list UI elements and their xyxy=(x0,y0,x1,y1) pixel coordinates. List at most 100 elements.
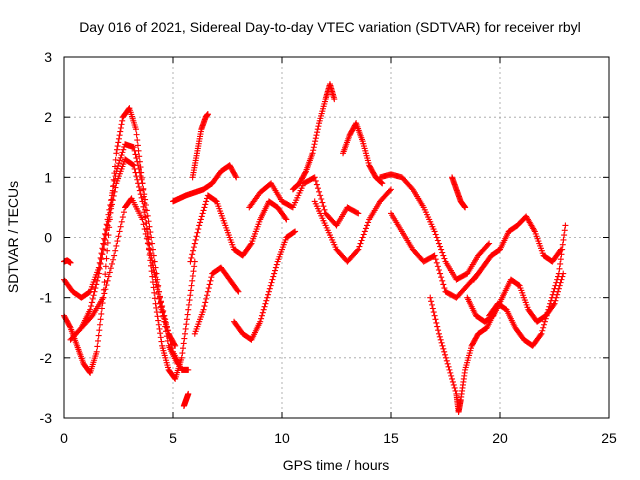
data-point xyxy=(550,301,557,308)
data-point xyxy=(98,305,105,312)
data-point xyxy=(157,303,164,310)
series-track-n xyxy=(311,186,394,265)
data-point xyxy=(316,188,323,195)
data-point xyxy=(208,274,215,281)
data-point xyxy=(258,312,265,319)
data-point xyxy=(447,369,454,376)
data-point xyxy=(140,185,147,192)
data-point xyxy=(433,319,440,326)
data-point xyxy=(434,237,441,244)
data-point xyxy=(441,255,448,262)
data-point xyxy=(386,187,393,194)
data-point xyxy=(147,247,154,254)
data-point xyxy=(110,192,117,199)
data-point xyxy=(554,273,561,280)
data-point xyxy=(194,229,201,236)
y-tick-label: 1 xyxy=(44,169,52,185)
data-point xyxy=(561,227,568,234)
data-point xyxy=(134,176,141,183)
data-point xyxy=(320,203,327,210)
y-tick-label: 3 xyxy=(44,49,52,65)
data-point xyxy=(111,252,118,259)
data-point xyxy=(91,288,98,295)
data-point xyxy=(204,292,211,299)
data-point xyxy=(435,330,442,337)
data-point xyxy=(114,143,121,150)
data-point xyxy=(191,263,198,270)
data-point xyxy=(556,265,563,272)
data-point xyxy=(354,209,361,216)
data-point xyxy=(547,300,554,307)
x-tick-label: 20 xyxy=(492,430,508,446)
data-point xyxy=(442,354,449,361)
data-point xyxy=(115,135,122,142)
data-point xyxy=(159,309,166,316)
data-point xyxy=(103,255,110,262)
data-point xyxy=(448,372,455,379)
data-point xyxy=(311,174,318,181)
data-point xyxy=(156,325,163,332)
data-point xyxy=(191,240,198,247)
data-point xyxy=(189,273,196,280)
data-point xyxy=(115,160,122,167)
data-point xyxy=(115,139,122,146)
data-point xyxy=(153,309,160,316)
data-point xyxy=(120,146,127,153)
data-point xyxy=(153,281,160,288)
data-point xyxy=(135,180,142,187)
data-point xyxy=(158,306,165,313)
data-point xyxy=(204,111,211,118)
data-point xyxy=(154,286,161,293)
data-point xyxy=(160,312,167,319)
data-point xyxy=(262,300,269,307)
data-point xyxy=(205,285,212,292)
series-track-g xyxy=(187,192,290,265)
data-point xyxy=(428,298,435,305)
data-point xyxy=(548,297,555,304)
data-point xyxy=(269,276,276,283)
data-point xyxy=(557,256,564,263)
data-point xyxy=(90,292,97,299)
data-point xyxy=(272,267,279,274)
data-point xyxy=(98,250,105,257)
data-point xyxy=(235,288,242,295)
data-point xyxy=(192,236,199,243)
data-point xyxy=(187,287,194,294)
data-point xyxy=(427,294,434,301)
data-point xyxy=(432,316,439,323)
data-point xyxy=(150,266,157,273)
data-point xyxy=(431,252,438,259)
data-point xyxy=(130,144,137,151)
data-point xyxy=(98,256,105,263)
data-point xyxy=(144,230,151,237)
data-point xyxy=(97,254,104,261)
data-point xyxy=(109,197,116,204)
data-point xyxy=(189,277,196,284)
data-point xyxy=(261,303,268,310)
y-tick-label: -1 xyxy=(40,290,53,306)
data-point xyxy=(266,285,273,292)
data-point xyxy=(312,177,319,184)
data-point xyxy=(282,215,289,222)
data-point xyxy=(93,348,100,355)
data-point xyxy=(101,230,108,237)
data-point xyxy=(443,357,450,364)
y-tick-label: -3 xyxy=(40,410,53,426)
data-point xyxy=(112,247,119,254)
data-point xyxy=(172,342,179,349)
data-point xyxy=(101,235,108,242)
series-track-r xyxy=(427,294,499,415)
data-point xyxy=(149,262,156,269)
data-point xyxy=(543,312,550,319)
data-point xyxy=(317,192,324,199)
data-point xyxy=(155,321,162,328)
data-point xyxy=(440,252,447,259)
data-point xyxy=(538,330,545,337)
data-point xyxy=(358,237,365,244)
data-point xyxy=(356,243,363,250)
y-tick-label: 0 xyxy=(44,230,52,246)
data-point xyxy=(434,263,441,270)
data-point xyxy=(432,256,439,263)
data-point xyxy=(131,147,138,154)
data-point xyxy=(438,339,445,346)
